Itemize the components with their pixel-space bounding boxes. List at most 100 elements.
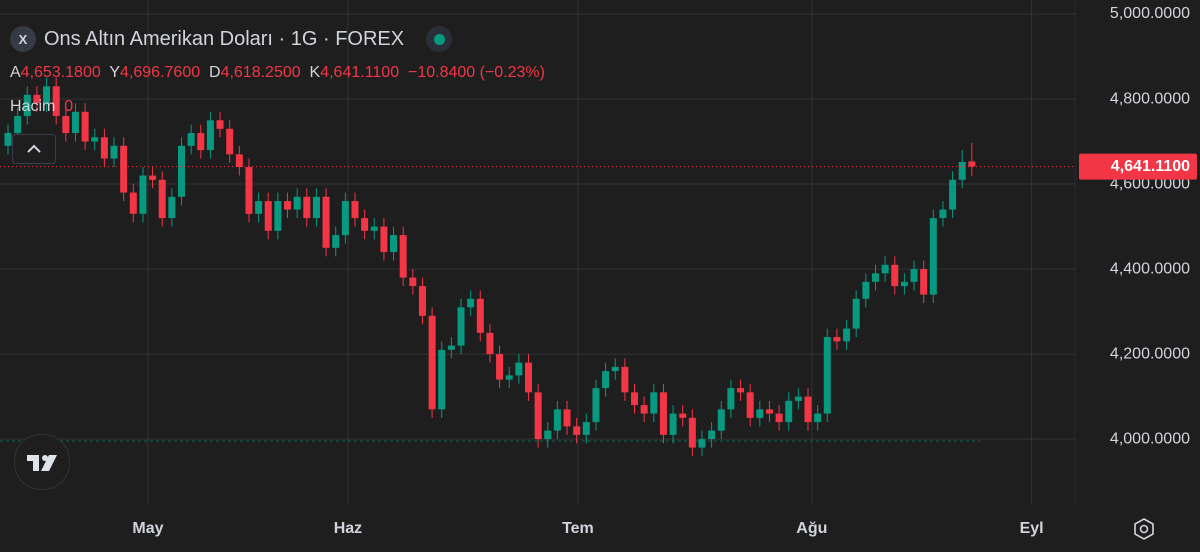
x-tick-label: Ağu xyxy=(796,520,827,537)
candle-body xyxy=(640,405,648,414)
candle-body xyxy=(4,133,12,146)
candle-body xyxy=(929,218,937,295)
candle-body xyxy=(843,328,851,342)
candle-body xyxy=(467,298,475,308)
candle-body xyxy=(476,298,484,333)
candle-body xyxy=(399,235,407,278)
candle-body xyxy=(139,175,147,214)
candle-body xyxy=(496,354,504,380)
ohlc-key: K xyxy=(309,64,321,81)
candle-body xyxy=(303,196,311,219)
gear-hole xyxy=(1139,524,1149,534)
candle-body xyxy=(708,430,716,440)
candle-body xyxy=(100,137,108,159)
volume-label: Hacim xyxy=(10,98,56,115)
candle-body xyxy=(505,375,513,380)
y-tick-label: 4,200.0000 xyxy=(1110,345,1190,362)
candle-body xyxy=(900,281,908,287)
candle-body xyxy=(177,145,185,197)
candle-body xyxy=(380,226,388,253)
ohlc-change: −10.8400 (−0.23%) xyxy=(407,64,545,81)
candle-body xyxy=(650,392,658,414)
gear xyxy=(1134,518,1154,540)
candle-body xyxy=(785,400,793,423)
candle-body xyxy=(322,196,330,248)
candle-body xyxy=(833,337,841,342)
candle-body xyxy=(284,201,292,210)
candle-body xyxy=(361,218,369,231)
candle-body xyxy=(544,430,552,440)
x-tick-label: Eyl xyxy=(1020,520,1044,537)
ohlc-value: 4,641.1100 xyxy=(320,64,400,81)
candle-body xyxy=(823,337,831,414)
candle-body xyxy=(428,315,436,410)
candle-body xyxy=(852,298,860,329)
candle-body xyxy=(14,116,22,134)
candle-body xyxy=(245,167,253,214)
candle-body xyxy=(370,226,378,231)
candle-body xyxy=(968,161,976,167)
candle-body xyxy=(43,86,51,104)
market-status[interactable] xyxy=(426,26,453,52)
candle-body xyxy=(226,128,234,155)
last-price-box xyxy=(1079,153,1197,180)
candle-body xyxy=(409,277,417,287)
candle-body xyxy=(814,413,822,423)
candle-body xyxy=(168,196,176,219)
ohlc-key: Y xyxy=(109,64,121,81)
symbol-badge[interactable]: X xyxy=(10,26,36,52)
candle-body xyxy=(679,413,687,418)
candle-body xyxy=(332,235,340,248)
candle-body xyxy=(216,120,224,129)
candle-body xyxy=(765,409,773,414)
logo-dot xyxy=(42,455,48,461)
candle-body xyxy=(351,201,359,219)
ohlc-value: 4,696.7600 xyxy=(120,64,201,81)
candle-body xyxy=(939,209,947,219)
candle-body xyxy=(794,396,802,401)
candle-body xyxy=(958,161,966,180)
candle-body xyxy=(312,196,320,219)
ohlc-value: 4,653.1800 xyxy=(20,64,101,81)
candle-body xyxy=(775,413,783,423)
candle-body xyxy=(438,349,446,410)
candle-body xyxy=(717,409,725,431)
candle-body xyxy=(486,332,494,355)
chevron xyxy=(27,144,41,153)
last-price-label: 4,641.1100 xyxy=(1111,158,1190,175)
candle-body xyxy=(592,388,600,423)
candle-body xyxy=(341,201,349,236)
candle-body xyxy=(235,154,243,168)
volume-legend: Hacim 0 xyxy=(10,98,73,116)
candle-body xyxy=(158,179,166,219)
candle-body xyxy=(621,366,629,393)
candle-body xyxy=(862,281,870,299)
candle-body xyxy=(534,392,542,440)
candle-body xyxy=(23,94,31,117)
y-tick-label: 4,800.0000 xyxy=(1110,90,1190,107)
collapse-button[interactable] xyxy=(12,134,56,164)
logo[interactable] xyxy=(14,434,70,490)
candle-body xyxy=(293,196,301,210)
candle-body xyxy=(129,192,137,214)
candle-body xyxy=(206,120,214,151)
candle-body xyxy=(669,413,677,435)
candle-body xyxy=(804,396,812,423)
collapse-icon xyxy=(27,144,41,153)
candle-body xyxy=(631,392,639,406)
candle-body xyxy=(756,409,764,418)
y-tick-label: 4,000.0000 xyxy=(1110,430,1190,447)
candle-body xyxy=(264,201,272,231)
candle-body xyxy=(52,86,60,117)
logo-shape xyxy=(27,455,57,471)
candle-body xyxy=(197,133,205,151)
settings-button[interactable] xyxy=(1131,516,1157,542)
status-dot xyxy=(433,33,445,45)
candle-body xyxy=(746,392,754,418)
candle-body xyxy=(602,371,610,389)
x-tick-label: May xyxy=(132,520,163,537)
candle-body xyxy=(81,111,89,142)
candle-body xyxy=(418,286,426,316)
candle-body xyxy=(737,388,745,393)
candle-body xyxy=(910,269,918,282)
